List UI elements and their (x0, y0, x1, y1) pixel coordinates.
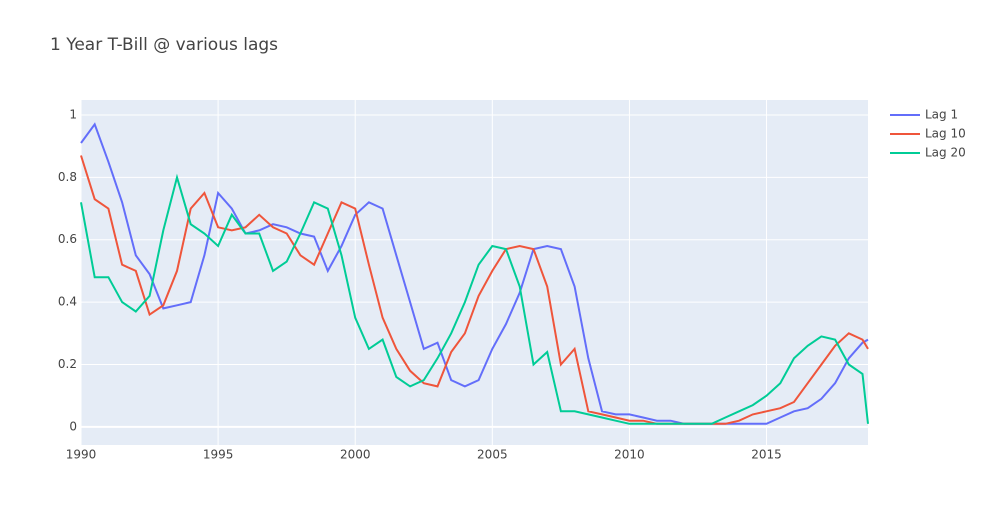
y-tick-label: 0 (69, 419, 77, 433)
legend-label: Lag 1 (925, 108, 958, 122)
x-tick-label: 1995 (203, 448, 234, 462)
plot-area (81, 100, 868, 445)
y-tick-label: 0.6 (58, 232, 77, 246)
x-tick-label: 2010 (614, 448, 645, 462)
chart-title: 1 Year T-Bill @ various lags (50, 35, 278, 55)
y-tick-label: 0.2 (58, 357, 77, 371)
x-tick-label: 2000 (340, 448, 371, 462)
line-series (80, 155, 869, 425)
y-tick-label: 0.4 (58, 295, 77, 309)
line-series (80, 173, 869, 425)
y-tick-label: 0.8 (58, 170, 77, 184)
x-tick-label: 2015 (751, 448, 782, 462)
legend-label: Lag 20 (925, 146, 966, 160)
legend-label: Lag 10 (925, 127, 966, 141)
y-tick-label: 1 (69, 107, 77, 121)
x-tick-label: 2005 (477, 448, 508, 462)
x-tick-label: 1990 (66, 448, 97, 462)
